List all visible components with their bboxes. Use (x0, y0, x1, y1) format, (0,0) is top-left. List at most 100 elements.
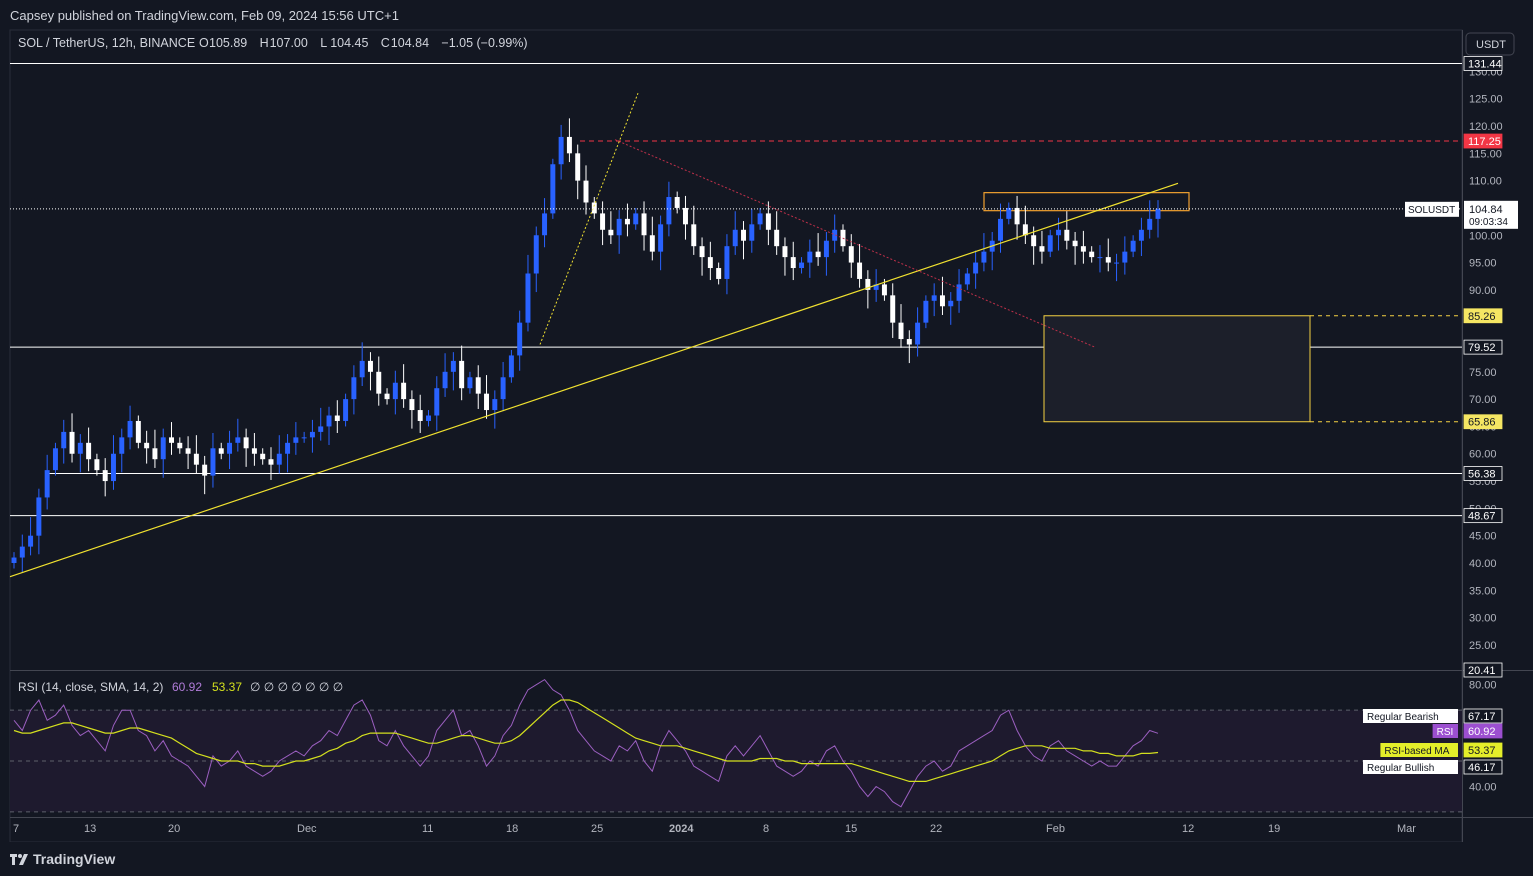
candle-body (152, 448, 158, 460)
candle-body (36, 497, 42, 536)
ohlc-key: L (320, 36, 327, 50)
candle-body (707, 257, 713, 269)
publish-header: Capsey published on TradingView.com, Feb… (0, 0, 1533, 30)
candle-body (508, 355, 514, 378)
candle-body (293, 437, 299, 443)
candle-body (102, 470, 108, 482)
price-axis-tick: 120.00 (1469, 121, 1503, 133)
candle-body (658, 224, 664, 252)
candle-body (268, 459, 274, 465)
candle-body (11, 557, 17, 563)
candle-body (1089, 251, 1095, 258)
candle-body (442, 371, 448, 389)
descending-trendline[interactable] (614, 139, 1096, 348)
candle-body (169, 437, 174, 443)
candle-body (210, 448, 216, 476)
candle-body (1122, 251, 1128, 263)
ohlc-value-change: −1.05 (−0.99%) (441, 36, 527, 50)
price-label-117.25: 117.25 (1468, 136, 1501, 148)
candle-body (724, 246, 730, 279)
ohlc-value-H: 107.00 (270, 36, 308, 50)
candle-body (500, 377, 506, 400)
rsi-label-value: 60.92 (1468, 726, 1496, 738)
candle-body (44, 470, 50, 498)
symbol-tag-bg (1405, 201, 1459, 217)
candle-body (649, 235, 655, 252)
price-axis-tick: 75.00 (1469, 367, 1497, 379)
price-axis-tick: 110.00 (1469, 176, 1502, 188)
price-axis-tick: 90.00 (1469, 285, 1497, 297)
candle-body (1014, 207, 1020, 225)
tradingview-logo-icon (10, 854, 28, 865)
candle-body (732, 229, 738, 247)
candle-body (193, 453, 199, 465)
time-axis-tick: 25 (591, 823, 603, 835)
ascending-trendline[interactable] (9, 182, 1179, 578)
price-label-20.41: 20.41 (1468, 665, 1496, 677)
price-label-bg (1463, 339, 1503, 355)
candle-body (583, 180, 589, 203)
candle-body (790, 257, 796, 269)
rsi-ma-value: 53.37 (212, 680, 242, 694)
last-price-value: 104.84 (1469, 204, 1503, 216)
time-axis-tick: 19 (1268, 823, 1280, 835)
time-axis-tick: 8 (763, 823, 769, 835)
candle-body (359, 360, 365, 378)
candle-body (309, 431, 315, 438)
candle-body (61, 431, 67, 449)
candle-body (782, 246, 788, 258)
tradingview-logo[interactable]: TradingView (10, 851, 115, 867)
candle-body (848, 246, 854, 263)
candle-body (177, 442, 183, 449)
time-axis-tick: 22 (930, 823, 942, 835)
candle-body (110, 453, 116, 482)
price-label-56.38: 56.38 (1468, 469, 1496, 481)
candle-body (401, 382, 407, 400)
resistance-box[interactable] (983, 192, 1190, 212)
rsi-label-value: 53.37 (1468, 745, 1496, 757)
candle-body (1064, 229, 1070, 241)
candle-body (666, 197, 672, 225)
rsi-value-bg (1463, 742, 1503, 758)
rsi-value-bg (1463, 723, 1503, 739)
currency-button[interactable] (1465, 32, 1515, 56)
price-chart[interactable]: SOL / TetherUS, 12h, BINANCE O 105.89 H 107.… (0, 0, 1533, 842)
demand-zone-box[interactable] (1043, 315, 1311, 423)
price-label-bg (1463, 308, 1503, 324)
candle-body (235, 437, 241, 443)
candle-body (434, 388, 440, 416)
candle-body (1155, 208, 1161, 219)
time-axis-tick: 12 (1182, 823, 1194, 835)
candle-body (19, 546, 25, 558)
candle-body (533, 235, 539, 274)
candle-body (285, 442, 291, 454)
candle-body (1138, 229, 1144, 241)
time-axis-tick: Mar (1397, 823, 1416, 835)
candle-body (964, 273, 970, 285)
time-axis-tick: 13 (84, 823, 96, 835)
candle-body (633, 213, 639, 225)
price-axis-tick: 45.00 (1469, 531, 1497, 543)
candle-body (119, 437, 125, 454)
candle-body (799, 262, 805, 269)
steep-trendline[interactable] (539, 93, 639, 345)
candle-body (873, 284, 879, 290)
price-label-48.67: 48.67 (1468, 511, 1496, 523)
candle-body (144, 442, 150, 449)
symbol-title: SOL / TetherUS, 12h, BINANCE (18, 36, 195, 50)
candle-body (28, 535, 34, 547)
candle-body (69, 431, 75, 454)
time-axis-tick: 18 (506, 823, 518, 835)
candle-body (243, 437, 249, 449)
price-label-65.86: 65.86 (1468, 417, 1496, 429)
candle-body (376, 371, 382, 394)
ohlc-value-C: 104.84 (391, 36, 429, 50)
publisher-text: Capsey published on TradingView.com, Feb… (10, 8, 399, 23)
rsi-value: 60.92 (172, 680, 202, 694)
candle-body (77, 442, 83, 454)
candle-body (682, 207, 688, 225)
candle-body (218, 448, 224, 454)
rsi-label-bg (1380, 743, 1458, 757)
candle-body (426, 415, 431, 421)
rsi-label-regular-bullish: Regular Bullish (1367, 763, 1434, 774)
